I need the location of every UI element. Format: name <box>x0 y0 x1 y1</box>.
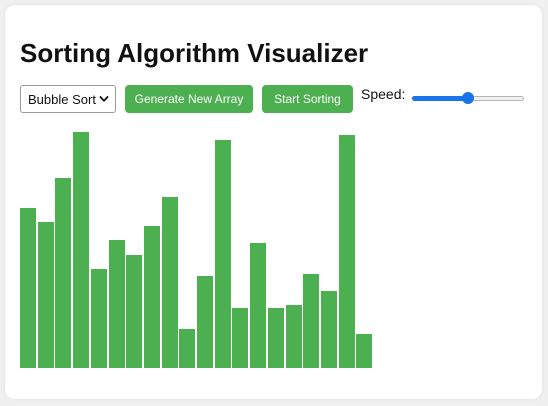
speed-slider-fill <box>412 96 468 101</box>
array-bar <box>108 240 125 368</box>
visualizer-card: Sorting Algorithm Visualizer Bubble Sort… <box>5 5 542 399</box>
array-bars <box>20 132 380 368</box>
array-bar <box>143 226 160 368</box>
array-bar <box>37 222 54 368</box>
array-bar <box>356 334 373 368</box>
algorithm-select-value: Bubble Sort <box>28 91 96 107</box>
chevron-down-icon <box>99 96 109 102</box>
array-bar <box>126 255 143 368</box>
array-bar <box>90 269 107 368</box>
array-bar <box>320 291 337 368</box>
array-bar <box>179 329 196 368</box>
speed-slider-thumb[interactable] <box>462 92 474 104</box>
array-bar <box>20 208 36 368</box>
generate-array-button[interactable]: Generate New Array <box>125 85 253 113</box>
array-bar <box>285 305 302 368</box>
array-bar <box>338 135 355 368</box>
array-bar <box>197 276 213 368</box>
array-bar <box>55 178 72 368</box>
start-sorting-button[interactable]: Start Sorting <box>262 85 353 113</box>
array-bar <box>161 197 178 368</box>
array-bar <box>267 308 284 368</box>
speed-slider[interactable] <box>412 90 524 106</box>
array-bar <box>73 132 90 368</box>
array-bar <box>214 140 231 368</box>
algorithm-select[interactable]: Bubble Sort <box>20 85 116 113</box>
array-bar <box>232 308 249 368</box>
array-bar <box>303 274 320 368</box>
speed-label: Speed: <box>361 86 406 102</box>
page-title: Sorting Algorithm Visualizer <box>20 38 369 68</box>
array-bar <box>250 243 267 368</box>
